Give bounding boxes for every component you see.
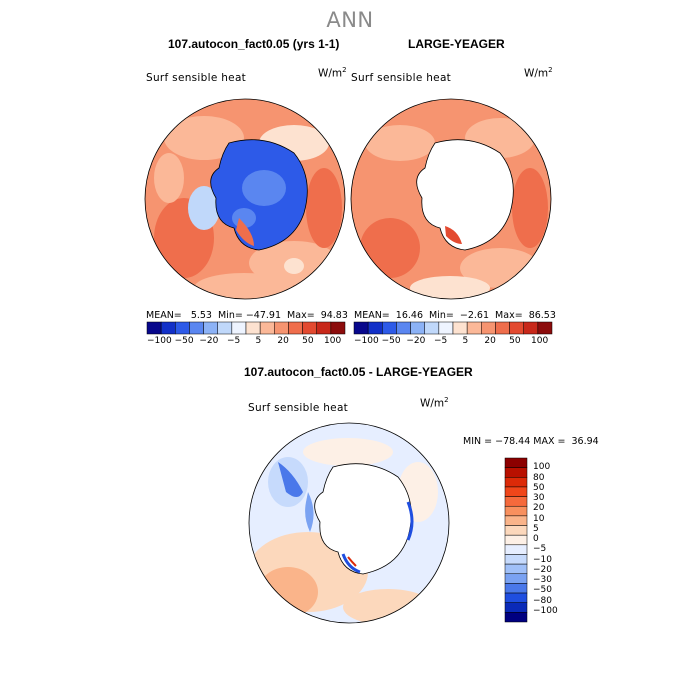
colorbar-swatch <box>353 321 369 335</box>
colorbar-swatch <box>367 321 383 335</box>
colorbar-swatch <box>424 321 440 335</box>
colorbar-swatch <box>466 321 482 335</box>
diff-colorbar <box>504 457 528 623</box>
colorbar-swatch <box>504 563 528 575</box>
colorbar-tick-label: −10 <box>533 554 552 565</box>
colorbar-swatch <box>537 321 553 335</box>
colorbar-swatch <box>175 321 190 335</box>
colorbar-tick-label: −5 <box>226 336 241 346</box>
panel2-title: LARGE-YEAGER <box>408 37 505 51</box>
colorbar-tick-label: −5 <box>533 544 547 555</box>
colorbar-tick-label: −100 <box>533 605 558 616</box>
colorbar-tick-label: 5 <box>533 523 539 534</box>
diff-colorbar-labels: 100 80 50 30 20 10 5 0 −5 −10 −20 −30 −50 −80 −100 <box>533 458 573 622</box>
colorbar-swatch <box>302 321 317 335</box>
panel2-colorbar-labels: −100 −50 −20 −5 5 20 50 100 <box>354 336 552 348</box>
colorbar-tick-label: 80 <box>533 472 545 483</box>
panel3-stats: MIN = −78.44 MAX = 36.94 <box>463 436 599 447</box>
panel2-polar-map <box>350 98 552 300</box>
colorbar-tick-label: 10 <box>533 513 545 524</box>
colorbar-swatch <box>523 321 539 335</box>
colorbar-swatch <box>146 321 162 335</box>
colorbar-swatch <box>504 515 528 526</box>
colorbar-swatch <box>504 592 528 603</box>
panel3-units: W/m2 <box>420 396 449 410</box>
panel1-colorbar <box>146 321 346 335</box>
colorbar-swatch <box>288 321 303 335</box>
colorbar-swatch <box>504 554 528 565</box>
colorbar-swatch <box>481 321 496 335</box>
colorbar-swatch <box>504 486 528 497</box>
colorbar-swatch <box>410 321 425 335</box>
panel1-title: 107.autocon_fact0.05 (yrs 1-1) <box>168 37 340 51</box>
panel1-units: W/m2 <box>318 66 347 80</box>
colorbar-swatch <box>504 583 528 594</box>
colorbar-tick-label: 50 <box>533 482 545 493</box>
colorbar-tick-label: 20 <box>277 336 289 346</box>
colorbar-swatch <box>504 544 528 555</box>
colorbar-tick-label: −100 <box>354 336 379 346</box>
colorbar-swatch <box>382 321 397 335</box>
panel3-title: 107.autocon_fact0.05 - LARGE-YEAGER <box>244 365 473 379</box>
colorbar-tick-label: 20 <box>533 503 545 514</box>
colorbar-tick-label: −50 <box>174 336 194 346</box>
colorbar-tick-label: −50 <box>381 336 401 346</box>
panel1-variable-label: Surf sensible heat <box>146 72 247 84</box>
season-title: ANN <box>326 8 374 32</box>
panel3-variable-label: Surf sensible heat <box>248 402 349 414</box>
colorbar-swatch <box>504 457 528 468</box>
colorbar-tick-label: −20 <box>406 336 426 346</box>
colorbar-swatch <box>504 467 528 478</box>
colorbar-swatch <box>259 321 275 335</box>
colorbar-swatch <box>274 321 289 335</box>
colorbar-tick-label: −100 <box>147 336 172 346</box>
panel1-polar-map <box>144 98 346 300</box>
colorbar-tick-label: −30 <box>533 575 552 585</box>
colorbar-swatch <box>396 321 411 335</box>
colorbar-tick-label: −80 <box>533 595 552 606</box>
colorbar-swatch <box>160 321 176 335</box>
colorbar-tick-label: 20 <box>484 336 496 346</box>
colorbar-swatch <box>504 602 528 613</box>
panel2-stats: MEAN= 16.46 Min= −2.61 Max= 86.53 <box>354 310 556 321</box>
colorbar-swatch <box>217 321 233 335</box>
colorbar-swatch <box>504 525 528 536</box>
colorbar-swatch <box>504 496 528 507</box>
colorbar-swatch <box>504 573 528 584</box>
panel3-polar-map <box>248 422 450 624</box>
colorbar-tick-label: 30 <box>533 493 545 503</box>
colorbar-swatch <box>504 534 528 546</box>
panel1-stats: MEAN= 5.53 Min= −47.91 Max= 94.83 <box>146 310 348 321</box>
colorbar-tick-label: 5 <box>255 336 262 346</box>
colorbar-tick-label: 50 <box>302 336 314 346</box>
colorbar-tick-label: 100 <box>531 336 549 346</box>
colorbar-swatch <box>504 505 528 517</box>
colorbar-tick-label: 0 <box>533 534 539 544</box>
colorbar-swatch <box>245 321 261 335</box>
colorbar-swatch <box>330 321 346 335</box>
colorbar-swatch <box>189 321 204 335</box>
colorbar-swatch <box>495 321 510 335</box>
colorbar-tick-label: 50 <box>509 336 521 346</box>
colorbar-tick-label: −20 <box>533 564 552 575</box>
panel1-colorbar-labels: −100 −50 −20 −5 5 20 50 100 <box>147 336 345 348</box>
colorbar-tick-label: −5 <box>433 336 448 346</box>
panel2-units: W/m2 <box>524 66 553 80</box>
colorbar-swatch <box>203 321 218 335</box>
colorbar-swatch <box>438 321 454 335</box>
colorbar-tick-label: −20 <box>199 336 219 346</box>
colorbar-swatch <box>509 321 524 335</box>
colorbar-swatch <box>316 321 332 335</box>
colorbar-tick-label: −50 <box>533 585 552 596</box>
panel2-variable-label: Surf sensible heat <box>351 72 452 84</box>
colorbar-tick-label: 100 <box>324 336 342 346</box>
colorbar-tick-label: 100 <box>533 462 551 473</box>
colorbar-swatch <box>504 612 528 623</box>
colorbar-swatch <box>231 321 247 335</box>
panel2-colorbar <box>353 321 553 335</box>
colorbar-swatch <box>504 477 528 488</box>
colorbar-tick-label: 5 <box>462 336 469 346</box>
colorbar-swatch <box>452 321 468 335</box>
